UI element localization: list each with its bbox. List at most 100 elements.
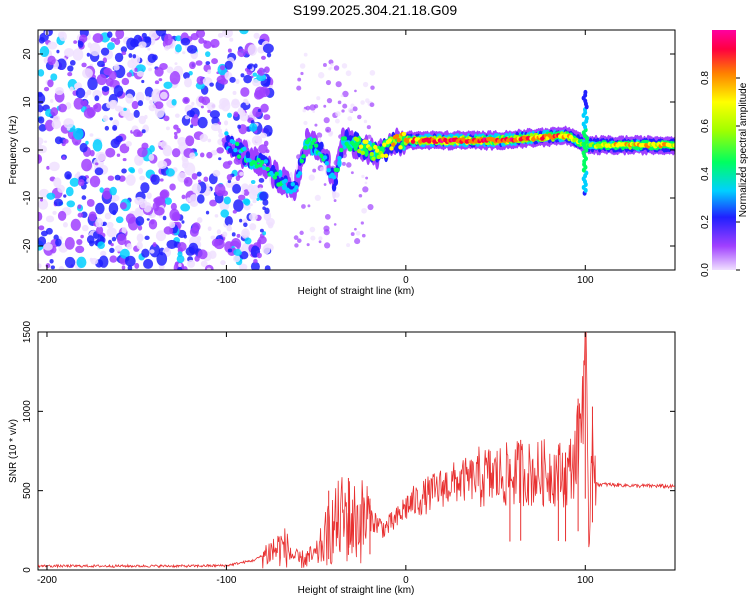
y-tick-label: -20: [22, 238, 33, 253]
noise-blob: [196, 76, 205, 85]
noise-blob: [59, 31, 67, 42]
noise-blob: [114, 105, 123, 112]
noise-blob: [56, 49, 60, 54]
noise-blob: [86, 199, 95, 207]
noise-blob: [155, 30, 167, 37]
noise-blob: [138, 41, 147, 49]
noise-blob: [263, 66, 270, 74]
noise-blob: [196, 217, 203, 224]
noise-blob: [147, 53, 157, 63]
noise-blob: [227, 179, 232, 184]
noise-blob: [53, 177, 62, 188]
noise-blob: [242, 230, 249, 238]
noise-blob: [235, 78, 240, 85]
noise-blob: [144, 86, 154, 98]
noise-blob: [69, 86, 74, 92]
noise-blob: [243, 189, 250, 196]
noise-blob: [210, 123, 221, 132]
noise-blob: [220, 260, 226, 266]
noise-blob: [104, 212, 112, 220]
noise-blob: [262, 199, 269, 206]
noise-blob: [196, 194, 205, 204]
noise-blob: [199, 152, 205, 158]
ridge-cell: [227, 147, 233, 153]
noise-blob: [120, 46, 128, 53]
noise-blob: [73, 97, 84, 110]
noise-blob: [74, 83, 80, 90]
noise-blob: [294, 243, 299, 248]
noise-blob: [191, 173, 198, 180]
noise-blob: [69, 60, 76, 66]
colorbar-axis: 0.0 0.2 0.4 0.6 0.8: [700, 71, 740, 277]
ridge-cell: [367, 146, 373, 151]
noise-blob: [250, 179, 256, 185]
noise-blob: [129, 168, 136, 174]
ridge-cell: [369, 151, 374, 157]
noise-blob: [114, 174, 121, 181]
noise-blob: [243, 198, 251, 206]
noise-blob: [83, 107, 95, 119]
noise-blob: [174, 44, 182, 53]
noise-blob: [259, 228, 264, 233]
noise-blob: [67, 65, 74, 72]
ridge-cell: [303, 145, 308, 150]
noise-blob: [128, 53, 133, 58]
noise-blob: [302, 108, 307, 113]
noise-blob: [102, 221, 107, 227]
noise-blob: [43, 140, 48, 143]
noise-blob: [109, 117, 113, 121]
noise-blob: [134, 67, 138, 72]
noise-blob: [248, 213, 258, 221]
noise-blob: [219, 97, 230, 107]
noise-blob: [125, 112, 135, 121]
noise-blob: [110, 86, 114, 91]
noise-blob: [57, 184, 65, 193]
snr-xlabel: Height of straight line (km): [298, 585, 415, 596]
noise-blob: [104, 125, 110, 131]
noise-blob: [174, 134, 178, 140]
noise-blob: [116, 233, 127, 246]
ridge-cell: [242, 146, 247, 151]
noise-blob: [154, 206, 165, 216]
noise-blob: [169, 71, 181, 85]
noise-blob: [183, 176, 193, 187]
noise-blob: [358, 193, 363, 198]
noise-blob: [76, 171, 81, 176]
noise-blob: [233, 199, 244, 212]
noise-blob: [196, 235, 202, 242]
noise-blob: [100, 250, 107, 257]
noise-blob: [182, 96, 190, 104]
noise-blob: [198, 37, 205, 44]
noise-blob: [110, 99, 118, 108]
noise-blob: [43, 86, 50, 92]
noise-blob: [255, 135, 262, 143]
noise-blob: [237, 124, 241, 129]
noise-blob: [224, 60, 233, 70]
noise-blob: [64, 171, 72, 180]
noise-blob: [226, 174, 233, 181]
noise-blob: [132, 54, 137, 59]
noise-blob: [323, 104, 327, 108]
noise-blob: [240, 87, 250, 97]
noise-blob: [135, 91, 145, 103]
noise-blob: [154, 80, 160, 85]
noise-blob: [210, 38, 220, 48]
noise-blob: [118, 175, 126, 182]
colorbar-tick-label: 0.2: [700, 215, 711, 229]
noise-blob: [293, 235, 299, 240]
noise-blob: [216, 147, 224, 154]
x-tick-label: -200: [37, 275, 57, 286]
y-tick-label: 20: [22, 48, 33, 60]
noise-blob: [121, 226, 127, 234]
ridge-cell: [584, 115, 589, 121]
noise-blob: [75, 245, 85, 254]
noise-blob: [262, 206, 266, 210]
noise-blob: [69, 177, 80, 187]
noise-blob: [182, 266, 188, 270]
noise-blob: [151, 88, 162, 102]
noise-blob: [125, 213, 136, 224]
noise-blob: [73, 40, 78, 44]
noise-blob: [110, 37, 116, 42]
noise-blob: [134, 196, 144, 205]
